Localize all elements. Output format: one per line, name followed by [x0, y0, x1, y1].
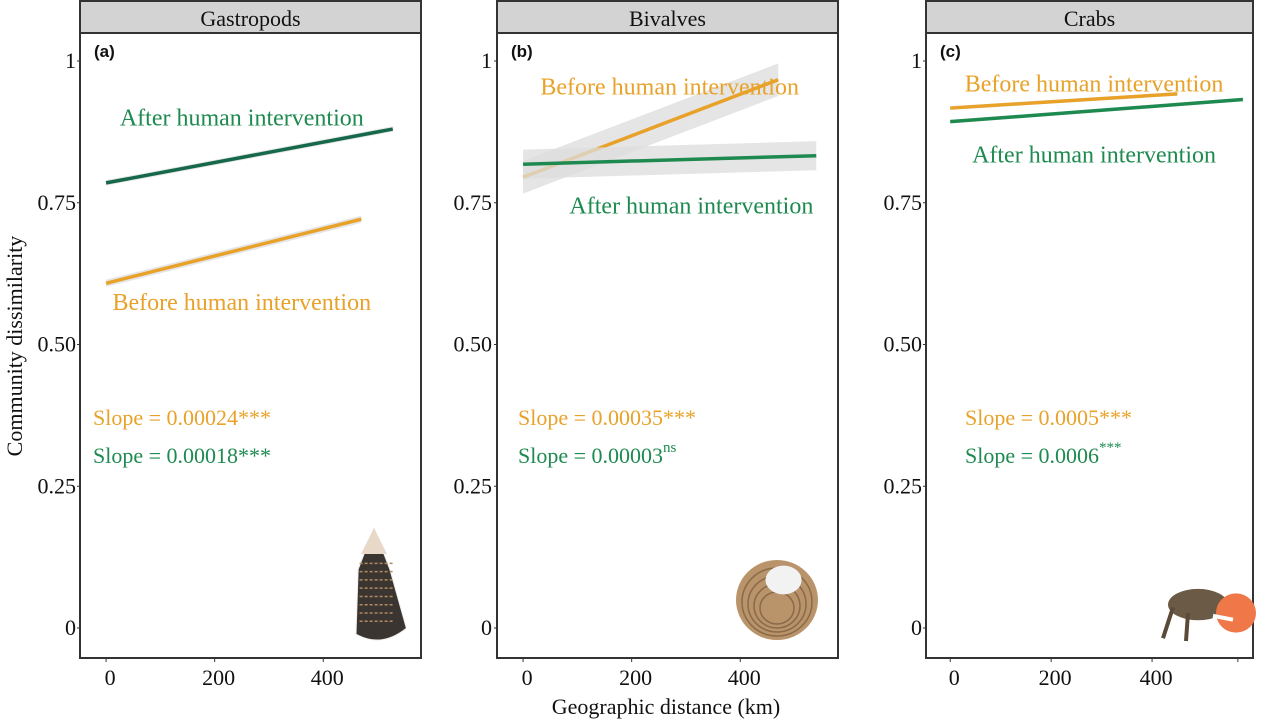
x-axis-title: Geographic distance (km)	[552, 694, 780, 719]
series-label-before: Before human intervention	[540, 75, 799, 101]
slope-annotation-before: Slope = 0.0005***	[965, 405, 1132, 430]
panel-crabs: Crabs (c) 0 0.25 0.50 0.75 1 0 200 400 Before huma…	[884, 0, 1256, 690]
plot-frame	[925, 32, 1254, 659]
slope-value: Slope = 0.00024	[93, 405, 238, 430]
y-tick-label: 0.75	[38, 190, 77, 215]
y-tick-label: 0.25	[454, 473, 493, 498]
x-tick-label: 0	[105, 665, 116, 690]
x-tick-label: 400	[311, 665, 344, 690]
y-tick-label: 0.50	[884, 332, 923, 357]
series-label-after: After human intervention	[569, 194, 813, 220]
regression-line-before	[950, 92, 1178, 110]
shell-highlight	[765, 565, 802, 595]
y-tick-label: 0	[65, 615, 76, 640]
significance-marker: ***	[1099, 440, 1122, 456]
clam-shell-icon	[736, 560, 818, 640]
y-tick-label: 0.25	[38, 473, 77, 498]
facet-strip-label: Gastropods	[200, 6, 300, 31]
slope-value: Slope = 0.0006	[965, 443, 1099, 468]
slope-value: Slope = 0.00018	[93, 443, 238, 468]
gastropod-shell-icon	[355, 526, 407, 641]
significance-marker: ***	[238, 443, 271, 468]
x-tick-label: 200	[202, 665, 235, 690]
y-tick-label: 0	[481, 615, 492, 640]
y-axis-title: Community dissimilarity	[2, 236, 27, 457]
panel-tag: (c)	[940, 42, 961, 61]
y-tick-label: 0.25	[884, 473, 923, 498]
significance-marker: ***	[1099, 405, 1132, 430]
slope-annotation-before: Slope = 0.00024***	[93, 405, 271, 430]
slope-annotation-after: Slope = 0.0006***	[965, 440, 1122, 468]
significance-marker: ns	[663, 440, 677, 456]
x-tick-label: 400	[1140, 665, 1173, 690]
series-label-before: Before human intervention	[965, 72, 1224, 98]
series-label-after: After human intervention	[120, 106, 364, 132]
facet-strip	[79, 0, 422, 34]
series-label-before: Before human intervention	[113, 290, 372, 316]
y-tick-label: 0	[911, 615, 922, 640]
panel-tag: (a)	[94, 42, 115, 61]
regression-line-after	[950, 97, 1244, 124]
regression-line-after	[105, 127, 394, 185]
y-tick-label: 0.75	[454, 190, 493, 215]
facet-strip-label: Crabs	[1064, 6, 1115, 31]
shell-apex	[361, 528, 387, 554]
crab-legs	[1161, 606, 1190, 642]
crab-claw	[1216, 593, 1256, 633]
panel-tag: (b)	[511, 42, 533, 61]
y-tick-label: 0.75	[884, 190, 923, 215]
panels: Gastropods (a) 0 0.25 0.50 0.75 1 0 200 400 After …	[38, 0, 1256, 690]
slope-value: Slope = 0.00003	[518, 443, 663, 468]
significance-marker: ***	[663, 405, 696, 430]
crab-claw-tip	[1212, 613, 1234, 622]
x-tick-label: 400	[728, 665, 761, 690]
shell-body	[355, 526, 407, 641]
facet-strip	[925, 0, 1254, 34]
series-label-after: After human intervention	[972, 143, 1216, 169]
facet-strip-label: Bivalves	[629, 6, 706, 31]
y-tick-label: 1	[65, 48, 76, 73]
panel-gastropods: Gastropods (a) 0 0.25 0.50 0.75 1 0 200 400 After …	[38, 0, 422, 690]
significance-marker: ***	[238, 405, 271, 430]
fiddler-crab-icon	[1161, 588, 1256, 642]
crab-carapace	[1168, 588, 1228, 621]
x-tick-label: 0	[949, 665, 960, 690]
slope-annotation-after: Slope = 0.00003ns	[518, 440, 677, 468]
x-tick-label: 0	[522, 665, 533, 690]
regression-line-after	[523, 153, 817, 166]
slope-annotation-before: Slope = 0.00035***	[518, 405, 696, 430]
y-tick-label: 0.50	[454, 332, 493, 357]
x-tick-label: 200	[619, 665, 652, 690]
y-tick-label: 1	[911, 48, 922, 73]
y-tick-label: 1	[481, 48, 492, 73]
slope-value: Slope = 0.0005	[965, 405, 1099, 430]
x-tick-label: 200	[1039, 665, 1072, 690]
y-tick-label: 0.50	[38, 332, 77, 357]
slope-annotation-after: Slope = 0.00018***	[93, 443, 271, 468]
panel-bivalves: Bivalves (b) 0 0.25 0.50 0.75 1 0 200 400 Before h…	[454, 0, 839, 690]
slope-value: Slope = 0.00035	[518, 405, 663, 430]
regression-line-before	[105, 217, 362, 285]
